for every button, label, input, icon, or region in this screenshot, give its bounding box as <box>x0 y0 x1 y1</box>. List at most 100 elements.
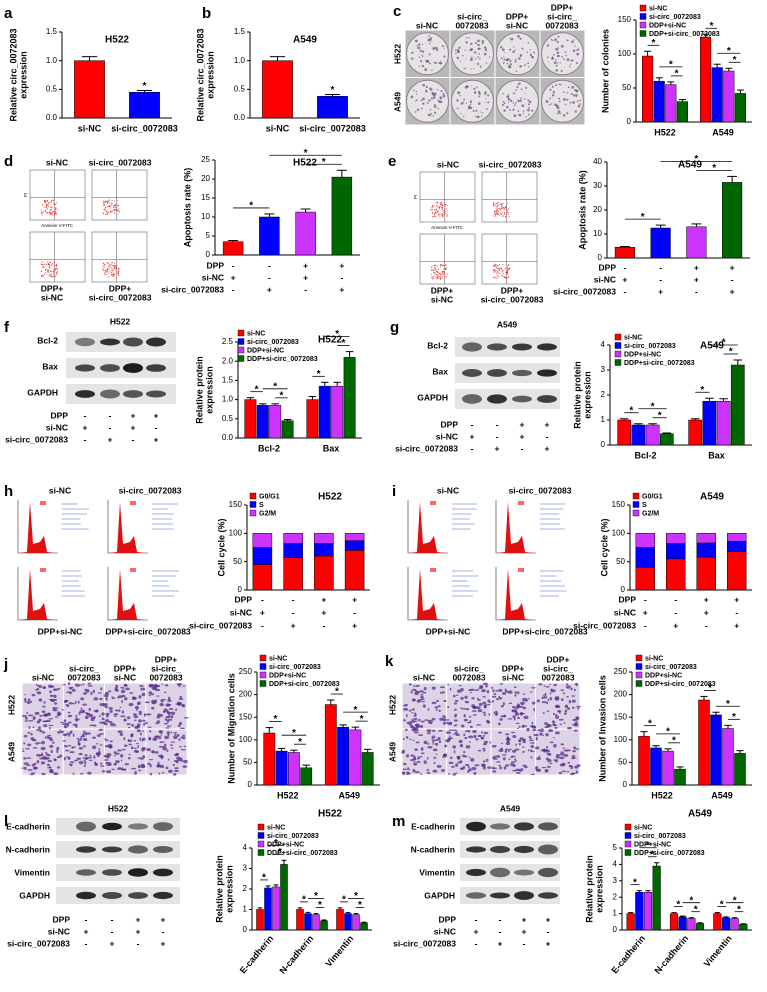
legend-swatch <box>249 501 257 508</box>
bar <box>721 917 731 931</box>
cell <box>111 768 115 771</box>
colony <box>503 102 506 105</box>
legend-label: G0/G1 <box>642 493 663 500</box>
colony <box>469 48 473 52</box>
bar <box>626 913 635 931</box>
event <box>493 205 495 207</box>
legend-box <box>129 501 136 505</box>
bar <box>650 227 671 259</box>
cell <box>165 766 169 770</box>
blot-band <box>514 891 534 900</box>
cell <box>510 761 516 763</box>
blot-band <box>102 822 122 831</box>
cell <box>22 714 27 718</box>
cell <box>571 755 576 758</box>
event <box>118 211 120 213</box>
condition-value: - <box>132 434 135 444</box>
colony <box>575 89 579 93</box>
cell <box>133 715 139 719</box>
bar-segment <box>635 547 655 568</box>
cell <box>454 713 458 716</box>
event <box>493 264 495 266</box>
colony <box>421 43 424 46</box>
y-tick-label: 1.5 <box>222 376 234 385</box>
colony <box>560 44 564 48</box>
cell <box>140 687 146 691</box>
cell <box>131 767 137 770</box>
event <box>49 270 51 272</box>
cell <box>167 715 170 719</box>
event <box>111 275 113 277</box>
cell <box>101 717 105 720</box>
event <box>437 214 439 216</box>
event <box>497 201 499 203</box>
event <box>51 262 53 264</box>
cell <box>31 763 36 767</box>
image-label: A549 <box>392 92 402 113</box>
legend-label: G2/M <box>259 510 276 517</box>
bar <box>256 405 269 439</box>
cell <box>114 688 117 692</box>
legend-label: si-circ_0072083 <box>624 343 676 350</box>
event <box>435 276 437 278</box>
cell <box>93 724 97 727</box>
event <box>49 264 51 266</box>
cell <box>564 704 569 709</box>
event <box>41 275 43 277</box>
condition-value: + <box>231 272 236 282</box>
colony <box>513 46 515 48</box>
condition-value: - <box>353 607 356 617</box>
colony <box>522 112 525 115</box>
cell <box>531 721 534 725</box>
colony <box>465 85 468 87</box>
colony <box>555 59 557 61</box>
event <box>445 268 447 270</box>
cell <box>139 737 142 741</box>
significance: * <box>732 712 736 723</box>
event <box>507 212 509 214</box>
event <box>118 271 120 273</box>
cell <box>115 760 120 764</box>
cell <box>544 726 550 729</box>
event <box>431 212 433 214</box>
cell <box>412 739 415 742</box>
bar <box>295 211 316 256</box>
significance: * <box>666 726 670 737</box>
image-label: DPP+si-NC <box>38 626 83 636</box>
significance: * <box>279 390 283 401</box>
colony <box>566 92 569 94</box>
cell <box>460 724 465 728</box>
cell <box>28 725 31 730</box>
event <box>55 265 57 267</box>
blot-band <box>512 369 532 377</box>
bar <box>687 918 696 931</box>
cell <box>530 744 535 748</box>
condition-value: + <box>303 260 308 270</box>
legend-label: si-NC <box>269 655 287 662</box>
cell <box>136 708 138 712</box>
blot-band <box>102 869 122 876</box>
colony <box>411 57 414 60</box>
cell <box>452 745 456 749</box>
image-label: E-cadherin <box>411 821 455 831</box>
bar <box>269 405 282 439</box>
cell <box>416 685 420 687</box>
cell <box>552 723 557 726</box>
event <box>106 211 108 213</box>
event <box>446 266 448 268</box>
bar-segment <box>727 551 747 591</box>
cell <box>106 764 111 766</box>
significance: * <box>353 705 357 716</box>
colony <box>473 51 477 54</box>
colony <box>473 91 477 94</box>
blot-strip <box>66 332 176 352</box>
cell <box>100 687 103 691</box>
cell <box>167 699 172 702</box>
cell <box>74 683 79 685</box>
event <box>500 271 502 273</box>
cell <box>183 716 189 719</box>
cell <box>413 728 418 731</box>
blot-band <box>514 845 534 854</box>
cell <box>413 715 416 717</box>
image-label: PI <box>413 195 418 199</box>
